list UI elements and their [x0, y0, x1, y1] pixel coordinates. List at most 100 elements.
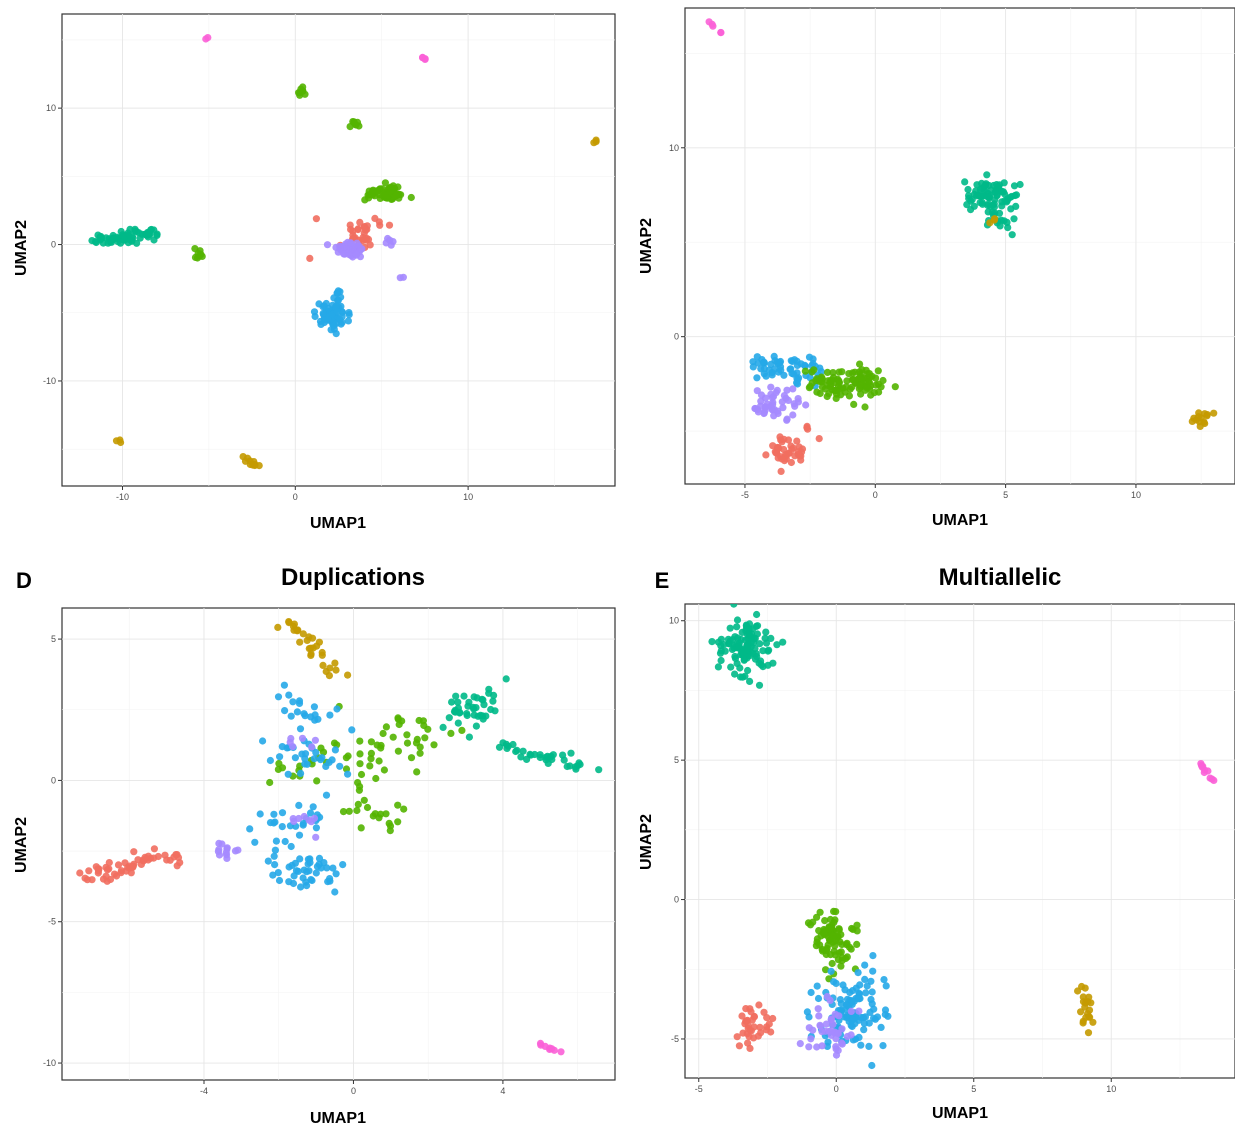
scatter-point	[502, 675, 510, 683]
scatter-point	[381, 179, 389, 187]
scatter-point	[801, 367, 810, 375]
scatter-point	[360, 796, 368, 804]
scatter-point	[301, 90, 309, 98]
scatter-point	[326, 875, 334, 883]
scatter-point	[778, 455, 786, 463]
x-tick-label: 10	[1131, 490, 1141, 500]
scatter-point	[313, 777, 321, 785]
scatter-point	[367, 738, 375, 746]
scatter-point	[787, 458, 796, 467]
scatter-point	[367, 755, 375, 763]
scatter-point	[845, 370, 853, 378]
scatter-point	[299, 820, 307, 828]
scatter-point	[356, 750, 364, 758]
scatter-point	[817, 373, 826, 381]
scatter-point	[281, 837, 289, 846]
scatter-point	[92, 863, 100, 871]
scatter-point	[259, 737, 267, 745]
scatter-point	[223, 854, 231, 863]
scatter-point	[784, 396, 793, 404]
scatter-point	[394, 183, 402, 191]
scatter-point	[317, 744, 325, 752]
x-tick-label: -10	[116, 492, 129, 502]
y-tick-label: 5	[674, 755, 679, 765]
y-tick-label: 0	[51, 775, 56, 785]
scatter-point	[717, 28, 725, 37]
scatter-point	[756, 640, 764, 648]
scatter-point	[274, 693, 283, 701]
scatter-point	[285, 691, 293, 699]
scatter-point	[839, 981, 847, 989]
scatter-point	[866, 382, 875, 390]
scatter-point	[319, 661, 327, 670]
scatter-point	[407, 754, 416, 762]
scatter-point	[382, 723, 390, 731]
scatter-point	[296, 725, 305, 733]
scatter-point	[307, 876, 315, 884]
scatter-point	[385, 819, 393, 828]
scatter-point	[726, 637, 734, 645]
x-tick-label: 5	[1003, 490, 1008, 500]
scatter-point	[275, 876, 284, 885]
scatter-point	[1012, 202, 1020, 210]
scatter-point	[847, 1031, 855, 1039]
scatter-point	[814, 1005, 822, 1013]
cluster-purple	[289, 812, 320, 841]
scatter-point	[460, 692, 468, 700]
scatter-point	[720, 641, 728, 649]
scatter-point	[310, 703, 318, 711]
scatter-point	[465, 733, 473, 741]
scatter-point	[290, 872, 298, 880]
scatter-point	[473, 694, 481, 702]
scatter-point	[330, 322, 338, 330]
cluster-pink	[419, 53, 429, 64]
scatter-point	[832, 908, 840, 916]
cluster-red	[815, 435, 823, 443]
scatter-point	[173, 862, 181, 870]
scatter-point	[472, 722, 480, 730]
scatter-point	[849, 987, 857, 995]
scatter-point	[163, 856, 171, 864]
scatter-point	[353, 118, 362, 126]
scatter-point	[807, 988, 815, 997]
umap-panel-top-left: -10 0 10 -10 0 10 UMAP1 UMAP2	[13, 13, 616, 532]
scatter-point	[407, 193, 415, 202]
scatter-point	[413, 768, 421, 776]
scatter-point	[117, 438, 125, 447]
scatter-point	[278, 809, 287, 817]
scatter-point	[778, 398, 786, 406]
scatter-point	[735, 639, 744, 647]
scatter-point	[102, 872, 110, 880]
cluster-purple	[214, 839, 242, 863]
scatter-point	[344, 249, 352, 257]
scatter-point	[779, 638, 787, 646]
cluster-pink	[202, 34, 212, 43]
scatter-point	[789, 385, 797, 393]
scatter-point	[1195, 409, 1203, 417]
scatter-point	[826, 383, 835, 391]
scatter-point	[112, 872, 121, 880]
scatter-point	[834, 1029, 842, 1038]
scatter-point	[326, 664, 334, 672]
scatter-point	[379, 729, 387, 738]
scatter-point	[320, 859, 328, 867]
scatter-point	[487, 705, 495, 714]
scatter-point	[346, 221, 354, 229]
scatter-point	[310, 755, 318, 763]
cluster-teal	[439, 675, 510, 741]
scatter-point	[809, 1026, 817, 1034]
cluster-pink	[536, 1039, 565, 1056]
scatter-point	[831, 951, 839, 959]
scatter-point	[755, 681, 764, 689]
scatter-point	[753, 353, 761, 361]
cluster-purple	[382, 234, 397, 249]
scatter-point	[312, 869, 320, 877]
scatter-point	[352, 250, 360, 258]
scatter-point	[843, 1001, 851, 1010]
scatter-point	[826, 996, 834, 1005]
scatter-point	[400, 805, 408, 813]
scatter-point	[1008, 231, 1016, 239]
scatter-point	[752, 650, 760, 658]
scatter-point	[452, 692, 460, 700]
scatter-points	[705, 18, 1218, 475]
